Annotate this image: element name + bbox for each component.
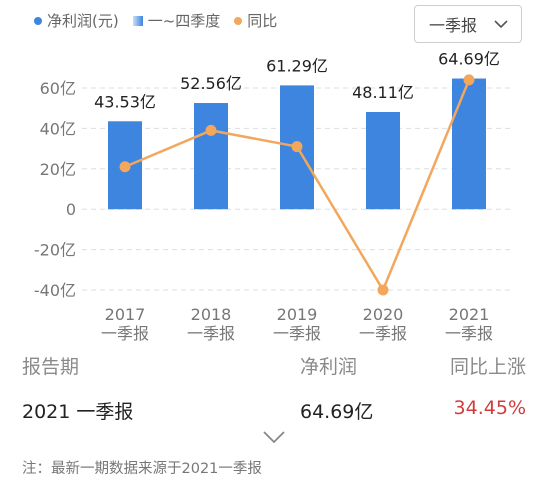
bar — [194, 103, 228, 210]
header-change: 同比上涨 — [449, 356, 526, 378]
row-profit: 64.69亿 — [300, 401, 374, 423]
period-dropdown-value: 一季报 — [429, 16, 478, 35]
data-label: 43.53亿 — [94, 92, 156, 111]
expand-chevron-icon[interactable] — [262, 430, 286, 444]
chart-legend: 净利润(元) 一~四季度 同比 — [34, 10, 277, 31]
data-label: 61.29亿 — [266, 56, 328, 75]
x-tick-label: 一季报 — [101, 324, 149, 343]
legend-item-yoy: 同比 — [234, 10, 277, 31]
yoy-point — [291, 141, 303, 153]
row-period: 2021 一季报 — [22, 401, 134, 423]
legend-label-quarterly: 一~四季度 — [147, 12, 221, 30]
x-tick-label: 一季报 — [187, 324, 235, 343]
y-tick-label: -20亿 — [34, 241, 76, 260]
row-change: 34.45% — [453, 397, 526, 419]
bar — [452, 78, 486, 210]
data-label: 52.56亿 — [180, 74, 242, 93]
yoy-point — [119, 161, 131, 173]
legend-gradient-icon — [132, 15, 143, 26]
chevron-down-icon — [494, 20, 508, 29]
period-dropdown[interactable]: 一季报 — [414, 5, 522, 43]
x-tick-label: 2019 — [277, 305, 318, 324]
x-tick-label: 2021 — [449, 305, 490, 324]
x-tick-label: 一季报 — [445, 324, 493, 343]
legend-label-yoy: 同比 — [247, 12, 278, 30]
legend-dot-icon — [34, 16, 42, 25]
legend-dot-icon — [234, 16, 243, 25]
header-profit: 净利润 — [300, 356, 358, 378]
x-tick-label: 2020 — [363, 305, 404, 324]
y-tick-label: 60亿 — [40, 79, 76, 98]
yoy-point — [377, 284, 389, 296]
x-tick-label: 2018 — [191, 305, 232, 324]
table-row: 2021 一季报 64.69亿 34.45% — [0, 397, 550, 427]
header-period: 报告期 — [22, 356, 80, 378]
data-label: 64.69亿 — [438, 50, 500, 69]
x-tick-label: 2017 — [105, 305, 146, 324]
y-tick-label: -40亿 — [34, 281, 76, 300]
y-tick-label: 40亿 — [40, 119, 76, 138]
table-header: 报告期 净利润 同比上涨 — [0, 352, 550, 382]
x-tick-label: 一季报 — [359, 324, 407, 343]
yoy-point — [463, 74, 475, 86]
yoy-point — [205, 124, 217, 136]
legend-item-quarterly: 一~四季度 — [132, 10, 221, 31]
bar — [366, 112, 400, 210]
footnote: 注：最新一期数据来源于2021一季报 — [22, 461, 262, 477]
data-label: 48.11亿 — [352, 83, 414, 102]
x-tick-label: 一季报 — [273, 324, 321, 343]
y-tick-label: 0 — [66, 200, 76, 219]
y-tick-label: 20亿 — [40, 160, 76, 179]
legend-item-net-profit: 净利润(元) — [34, 10, 119, 31]
profit-chart: 60亿 40亿 20亿 0 -20亿 -40亿 43.53亿 52.56亿 61.29亿 48.1… — [34, 50, 512, 343]
legend-label-net-profit: 净利润(元) — [47, 12, 119, 30]
